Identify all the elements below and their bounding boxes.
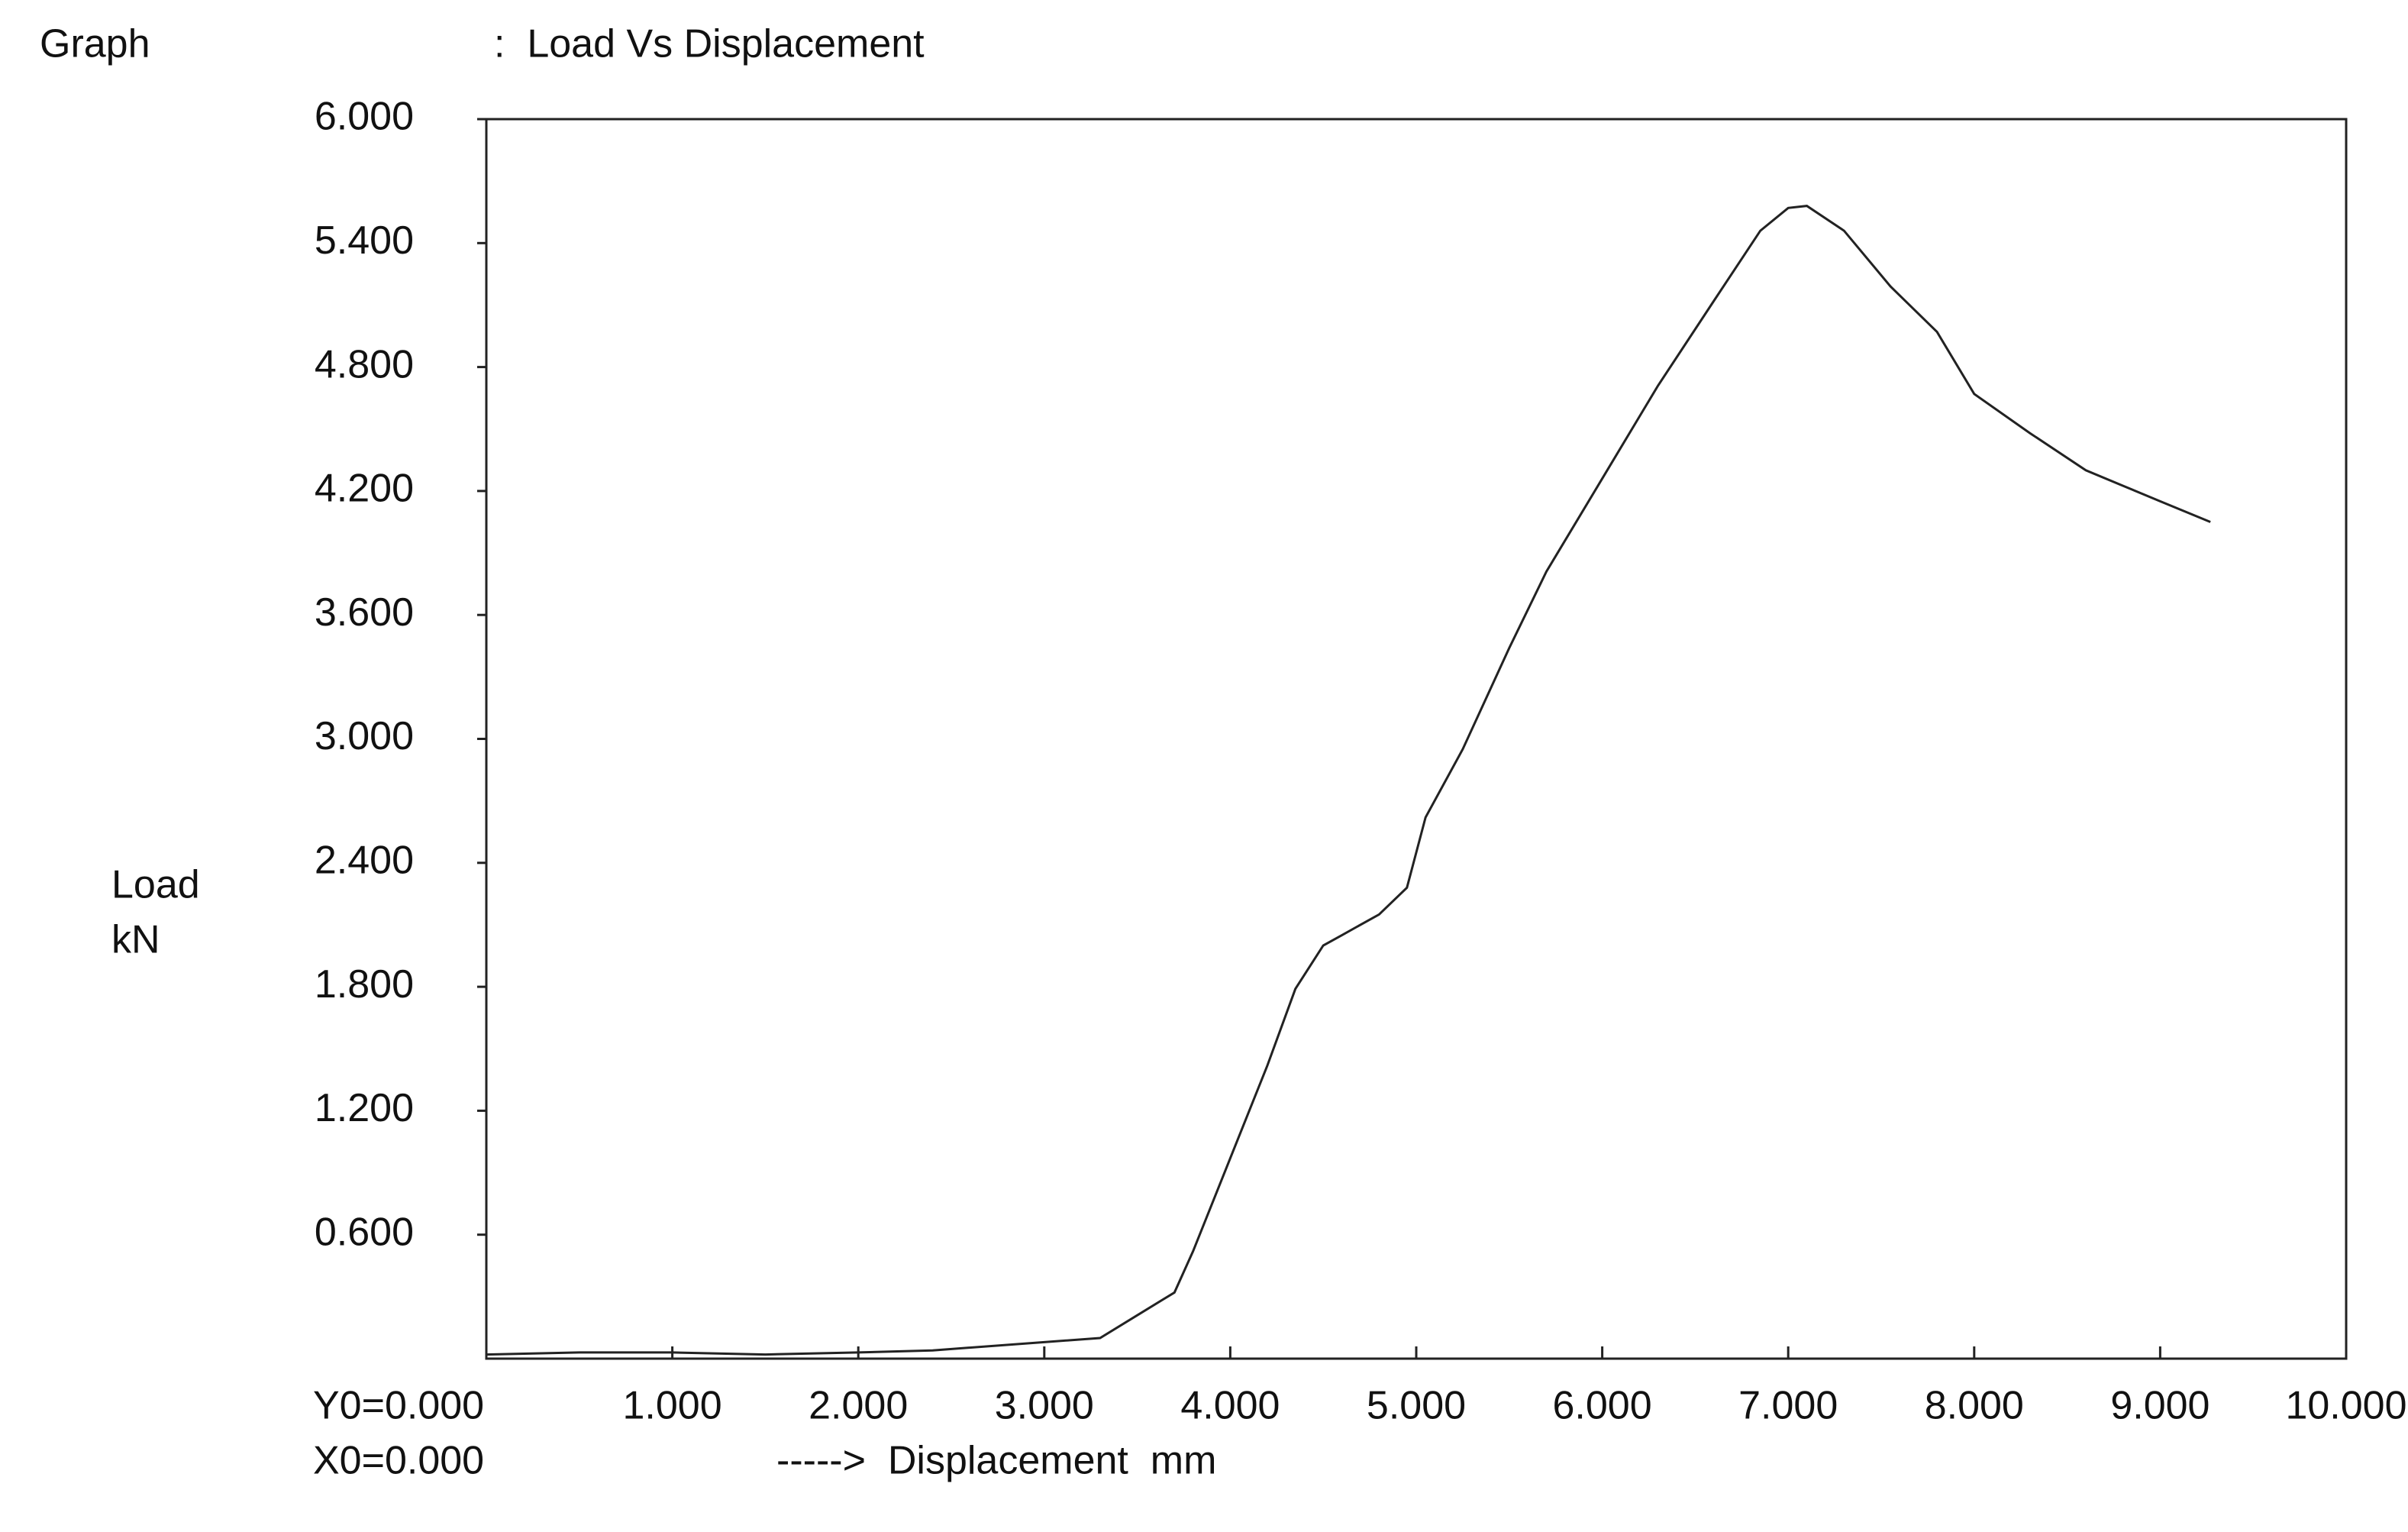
y-tick-label: 2.400	[315, 839, 414, 883]
y-tick-label: 1.200	[315, 1086, 414, 1130]
x-tick-label: 4.000	[1180, 1384, 1280, 1428]
annotation: X0=0.000	[313, 1439, 484, 1483]
y-tick-label: 0.600	[315, 1210, 414, 1254]
x-tick-label: 9.000	[2110, 1384, 2209, 1428]
graph-label: Graph	[40, 22, 150, 66]
x-axis-label: -----> Displacement mm	[776, 1439, 1216, 1483]
x-tick-label: 7.000	[1738, 1384, 1838, 1428]
y-tick-label: 4.800	[315, 342, 414, 386]
data-line	[486, 205, 2211, 1356]
chart-title: : Load Vs Displacement	[494, 22, 925, 66]
x-tick-label: 5.000	[1367, 1384, 1466, 1428]
y-tick-label: 4.200	[315, 467, 414, 511]
y-tick-label: 6.000	[315, 95, 414, 139]
x-tick-label: 10.000	[2285, 1384, 2406, 1428]
y-tick-label: 3.600	[315, 590, 414, 635]
x-tick-label: 1.000	[623, 1384, 722, 1428]
y-tick-label: 5.400	[315, 218, 414, 263]
y-axis-unit: kN	[111, 918, 160, 962]
annotation: Y0=0.000	[313, 1384, 484, 1428]
plot-frame	[485, 118, 2348, 1360]
y-axis-label: Load	[111, 863, 200, 907]
x-tick-label: 6.000	[1553, 1384, 1652, 1428]
x-tick-label: 2.000	[809, 1384, 908, 1428]
y-tick-label: 3.000	[315, 714, 414, 758]
x-tick-label: 3.000	[995, 1384, 1094, 1428]
x-tick-label: 8.000	[1925, 1384, 2024, 1428]
y-tick-label: 1.800	[315, 962, 414, 1007]
